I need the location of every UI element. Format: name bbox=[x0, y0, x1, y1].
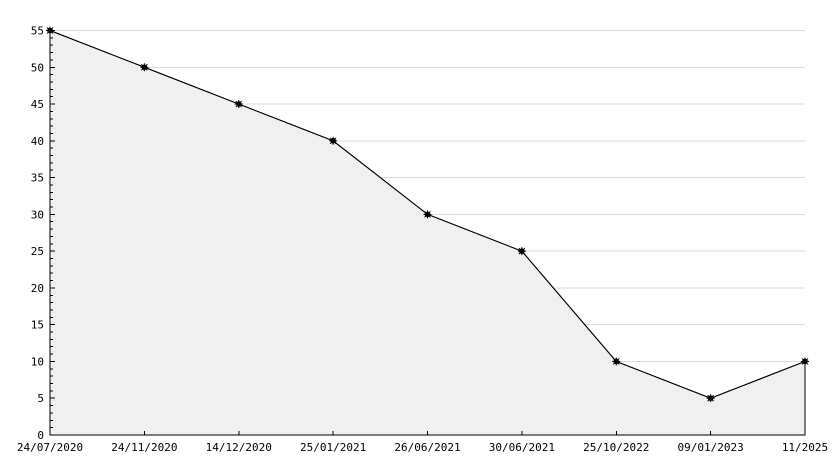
data-point-marker bbox=[612, 357, 621, 366]
x-tick-label: 30/06/2021 bbox=[489, 441, 555, 454]
y-tick-label: 50 bbox=[31, 61, 44, 74]
x-tick-label: 09/01/2023 bbox=[678, 441, 744, 454]
data-point-marker bbox=[423, 210, 432, 219]
data-point-marker bbox=[234, 100, 243, 109]
x-tick-label: 25/01/2021 bbox=[300, 441, 366, 454]
data-point-marker bbox=[801, 357, 809, 366]
x-tick-label: 24/07/2020 bbox=[17, 441, 83, 454]
y-tick-label: 20 bbox=[31, 282, 44, 295]
y-tick-label: 5 bbox=[37, 392, 44, 405]
y-tick-label: 15 bbox=[31, 319, 44, 332]
y-tick-label: 10 bbox=[31, 355, 44, 368]
data-point-marker bbox=[46, 26, 54, 35]
data-point-marker bbox=[706, 394, 715, 403]
data-point-marker bbox=[517, 247, 526, 256]
y-tick-label: 25 bbox=[31, 245, 44, 258]
y-tick-label: 40 bbox=[31, 135, 44, 148]
y-tick-label: 0 bbox=[37, 429, 44, 442]
area-fill bbox=[49, 29, 806, 436]
x-tick-label: 14/12/2020 bbox=[206, 441, 272, 454]
x-tick-label: 25/10/2022 bbox=[583, 441, 649, 454]
x-tick-label: 26/06/2021 bbox=[394, 441, 460, 454]
data-point-marker bbox=[329, 136, 338, 145]
y-tick-label: 35 bbox=[31, 172, 44, 185]
y-tick-label: 30 bbox=[31, 208, 44, 221]
y-tick-label: 55 bbox=[31, 25, 44, 38]
x-tick-label: 11/2025 bbox=[782, 441, 828, 454]
data-point-marker bbox=[140, 63, 149, 72]
x-tick-label: 24/11/2020 bbox=[111, 441, 177, 454]
y-tick-label: 45 bbox=[31, 98, 44, 111]
